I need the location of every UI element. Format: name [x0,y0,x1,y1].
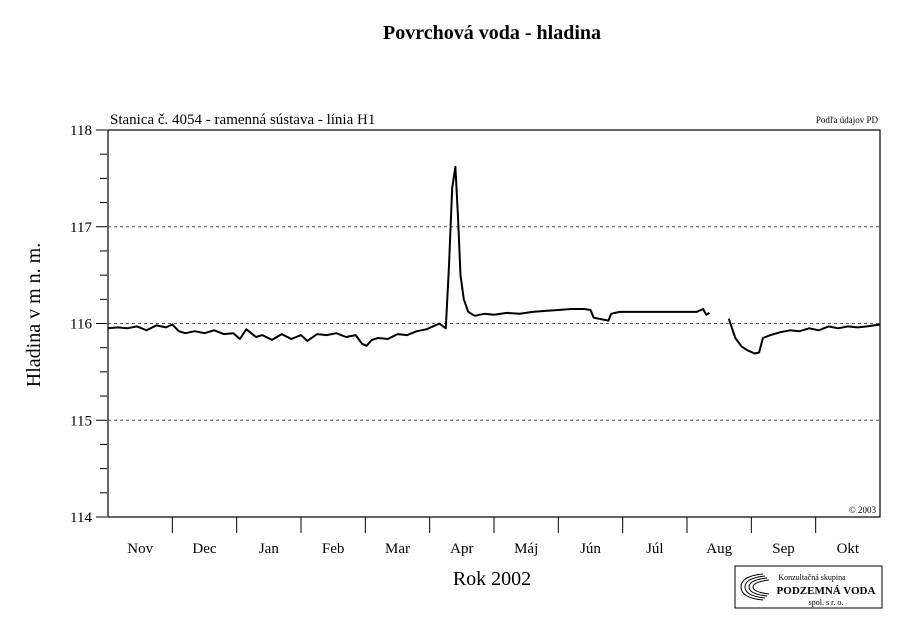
grid-lines [108,226,880,421]
x-tick-label: Mar [385,541,410,557]
x-tick-label: Júl [646,541,664,557]
company-logo: Konzultačná skupina PODZEMNÁ VODA spol. … [734,565,883,609]
x-tick-label: Aug [706,541,732,557]
y-tick-label: 116 [70,317,92,333]
y-tick-label: 114 [70,510,92,526]
y-tick-labels: 114 115 116 117 118 [70,123,92,526]
copyright-note: © 2003 [849,505,877,515]
x-tick-label: Máj [514,541,538,557]
station-subtitle: Stanica č. 4054 - ramenná sústava - líni… [110,112,375,128]
y-ticks [96,129,107,518]
x-tick-label: Jan [259,541,279,557]
y-tick-label: 118 [70,123,92,139]
x-tick-label: Dec [192,541,216,557]
y-tick-label: 117 [70,220,92,236]
logo-line1: Konzultačná skupina [778,573,846,582]
logo-line3: spol. s r. o. [809,598,844,607]
x-tick-label: Apr [450,541,473,557]
x-tick-label: Jún [580,541,601,557]
chart-title: Povrchová voda - hladina [383,22,601,44]
logo-mark-icon [740,573,770,601]
y-tick-label: 115 [70,413,92,429]
x-ticks [171,517,817,533]
logo-line2: PODZEMNÁ VODA [777,585,876,597]
logo-frame [734,565,883,609]
x-tick-labels: Nov Dec Jan Feb Mar Apr Máj Jún Júl Aug Sep Okt [127,541,860,557]
x-tick-label: Okt [837,541,860,557]
x-tick-label: Feb [322,541,345,557]
x-tick-label: Nov [127,541,153,557]
series-line [107,165,881,355]
x-tick-label: Sep [772,541,795,557]
water-level-line [107,165,881,355]
source-note: Podľa údajov PD [816,115,879,125]
y-axis-label: Hladina v m n. m. [23,243,45,387]
x-axis-label: Rok 2002 [453,568,531,590]
